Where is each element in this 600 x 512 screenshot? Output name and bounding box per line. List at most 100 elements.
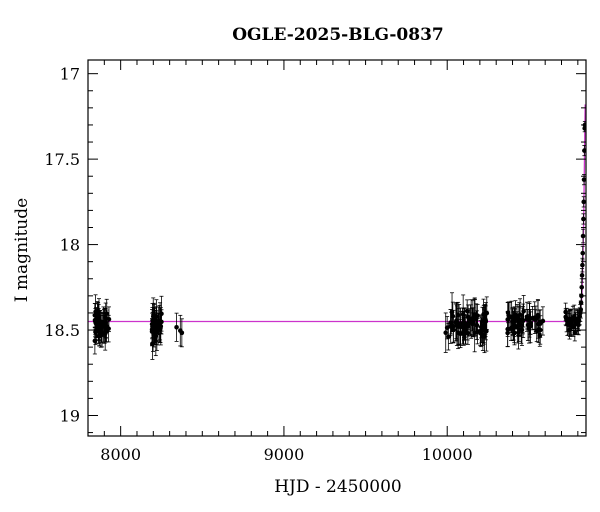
data-point	[532, 309, 538, 330]
point-marker	[448, 320, 453, 325]
point-marker	[152, 324, 158, 329]
x-tick-label: 10000	[422, 445, 473, 464]
data-point	[572, 324, 578, 342]
axis-ticks: 8000 9000 10000 17 17.5 18 18.5 19	[44, 60, 586, 464]
data-point	[527, 301, 532, 335]
point-marker	[517, 312, 523, 317]
data-point	[443, 312, 449, 353]
point-marker	[567, 321, 573, 326]
x-tick-label: 8000	[100, 445, 141, 464]
data-point	[483, 305, 488, 338]
point-marker	[451, 327, 456, 333]
data-point	[179, 318, 185, 348]
data-points-layer	[92, 121, 586, 360]
data-point	[537, 309, 543, 338]
point-marker	[525, 322, 531, 328]
data-point	[150, 312, 156, 352]
point-marker	[463, 327, 468, 333]
point-marker	[157, 321, 162, 326]
data-point	[478, 315, 484, 339]
data-point	[525, 309, 531, 341]
point-marker	[511, 318, 516, 324]
point-marker	[582, 148, 586, 153]
data-point	[535, 300, 541, 334]
point-marker	[532, 317, 538, 322]
point-marker	[157, 327, 163, 333]
y-tick-label: 18	[60, 236, 80, 255]
data-point	[517, 298, 523, 331]
point-marker	[446, 334, 451, 340]
point-marker	[96, 323, 101, 329]
data-point	[507, 302, 513, 332]
point-marker	[580, 250, 586, 256]
plot-frame	[87, 59, 587, 437]
point-marker	[474, 322, 480, 328]
data-point	[96, 311, 101, 341]
point-marker	[580, 262, 585, 268]
data-point	[581, 196, 586, 208]
y-tick-label: 18.5	[44, 321, 80, 340]
data-point	[581, 174, 586, 186]
data-point	[451, 316, 456, 344]
data-point	[581, 213, 586, 225]
point-marker	[571, 314, 577, 319]
data-point	[101, 306, 106, 343]
data-point	[92, 303, 98, 328]
point-marker	[572, 330, 578, 336]
data-point	[567, 310, 573, 337]
point-marker	[483, 319, 488, 324]
point-marker	[515, 323, 521, 328]
point-marker	[527, 315, 532, 321]
data-point	[511, 310, 516, 332]
data-point	[577, 303, 583, 322]
model-line	[88, 104, 586, 323]
y-tick-label: 17	[60, 65, 80, 84]
data-point	[152, 307, 158, 345]
point-marker	[443, 330, 449, 336]
point-marker	[564, 317, 569, 323]
data-point	[472, 298, 477, 336]
data-point	[157, 316, 163, 343]
point-marker	[475, 328, 480, 334]
data-point	[174, 312, 179, 342]
point-marker	[537, 321, 543, 326]
data-point	[564, 307, 569, 333]
point-marker	[507, 314, 513, 320]
chart-title: OGLE-2025-BLG-0837	[232, 25, 444, 45]
point-marker	[92, 312, 98, 318]
y-tick-label: 19	[60, 406, 80, 425]
x-tick-label: 9000	[264, 445, 305, 464]
data-point	[515, 315, 521, 336]
data-point	[580, 245, 586, 261]
point-marker	[581, 177, 586, 182]
point-marker	[478, 324, 484, 330]
point-marker	[580, 233, 586, 239]
data-point	[157, 305, 162, 343]
data-point	[448, 309, 453, 337]
point-marker	[579, 285, 585, 290]
point-marker	[535, 314, 541, 320]
x-axis-label: HJD - 2450000	[274, 477, 402, 497]
point-marker	[92, 338, 98, 344]
point-marker	[508, 325, 514, 331]
point-marker	[174, 324, 179, 330]
point-marker	[104, 329, 109, 334]
data-point	[579, 268, 585, 283]
point-marker	[101, 322, 106, 327]
model-curve-layer	[88, 104, 586, 323]
data-point	[571, 304, 577, 329]
data-point	[462, 307, 467, 340]
point-marker	[464, 308, 470, 314]
point-marker	[104, 311, 110, 316]
data-point	[475, 318, 480, 345]
point-marker	[581, 199, 586, 205]
data-point	[104, 321, 109, 343]
point-marker	[577, 310, 583, 316]
point-marker	[462, 321, 467, 326]
data-point	[92, 327, 98, 355]
point-marker	[454, 319, 460, 324]
y-axis-label: I magnitude	[12, 198, 32, 302]
point-marker	[579, 273, 585, 278]
y-tick-label: 17.5	[44, 150, 80, 169]
